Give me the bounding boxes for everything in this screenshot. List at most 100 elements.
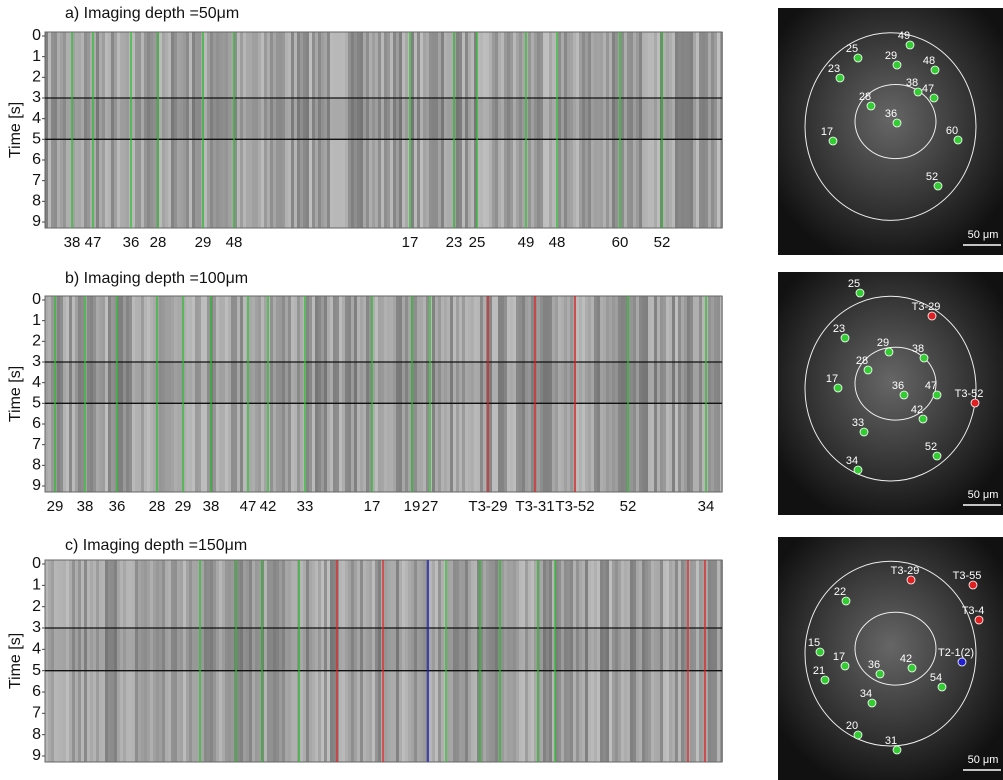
- texture: [258, 32, 261, 228]
- texture: [483, 32, 486, 228]
- texture: [525, 560, 528, 762]
- texture: [702, 32, 705, 228]
- panel-title: c) Imaging depth =150μm: [65, 537, 247, 554]
- texture: [195, 32, 198, 228]
- texture: [636, 560, 639, 762]
- cell-dot: [906, 575, 916, 585]
- texture: [519, 296, 522, 492]
- column-label: 38: [203, 498, 220, 515]
- texture: [219, 32, 222, 228]
- column-label: 27: [422, 498, 439, 515]
- micrograph: [778, 537, 1003, 780]
- texture: [528, 296, 531, 492]
- texture: [561, 32, 564, 228]
- texture: [204, 560, 207, 762]
- texture: [372, 560, 375, 762]
- texture: [609, 296, 612, 492]
- texture: [201, 560, 204, 762]
- texture: [45, 296, 48, 492]
- texture: [525, 296, 528, 492]
- texture: [489, 32, 492, 228]
- texture: [306, 296, 309, 492]
- cell-label: 36: [892, 380, 904, 392]
- texture: [324, 560, 327, 762]
- texture: [600, 560, 603, 762]
- texture: [678, 32, 681, 228]
- texture: [573, 560, 576, 762]
- texture: [594, 560, 597, 762]
- scale-bar-label: 50 μm: [968, 754, 999, 766]
- y-tick-label: 7: [32, 436, 41, 453]
- texture: [210, 560, 213, 762]
- cell-label: 47: [922, 83, 934, 95]
- texture: [99, 296, 102, 492]
- texture: [636, 32, 639, 228]
- texture: [132, 296, 135, 492]
- y-tick-label: 4: [32, 641, 41, 658]
- texture: [126, 296, 129, 492]
- texture: [699, 32, 702, 228]
- column-label: 52: [654, 234, 671, 251]
- organoid-inner: [854, 611, 937, 686]
- texture: [396, 296, 399, 492]
- cell-label: 31: [885, 735, 897, 747]
- texture: [282, 32, 285, 228]
- texture: [507, 296, 510, 492]
- texture: [306, 560, 309, 762]
- texture: [330, 32, 333, 228]
- texture: [612, 32, 615, 228]
- texture: [354, 560, 357, 762]
- texture: [309, 560, 312, 762]
- texture: [678, 560, 681, 762]
- texture: [327, 32, 330, 228]
- texture: [159, 32, 162, 228]
- texture: [498, 296, 501, 492]
- y-tick-label: 9: [32, 213, 41, 230]
- texture: [363, 32, 366, 228]
- texture: [363, 560, 366, 762]
- y-tick-label: 8: [32, 726, 41, 743]
- texture: [345, 560, 348, 762]
- texture: [516, 32, 519, 228]
- texture: [426, 296, 429, 492]
- texture: [405, 32, 408, 228]
- texture: [222, 32, 225, 228]
- texture: [417, 560, 420, 762]
- texture: [324, 296, 327, 492]
- texture: [375, 560, 378, 762]
- texture: [111, 560, 114, 762]
- cell-label: 38: [906, 77, 918, 89]
- texture: [648, 32, 651, 228]
- cell-dot: [875, 669, 885, 679]
- cell-label: 52: [926, 171, 938, 183]
- texture: [390, 32, 393, 228]
- texture: [477, 560, 480, 762]
- cell-dot: [932, 390, 942, 400]
- texture: [243, 560, 246, 762]
- texture: [492, 32, 495, 228]
- texture: [300, 32, 303, 228]
- texture: [51, 560, 54, 762]
- column-label: T3-31: [515, 498, 554, 515]
- texture: [126, 32, 129, 228]
- texture: [414, 32, 417, 228]
- texture: [120, 296, 123, 492]
- texture: [63, 560, 66, 762]
- cell-dot: [899, 390, 909, 400]
- texture: [291, 296, 294, 492]
- texture: [255, 32, 258, 228]
- cell-label: 42: [900, 653, 912, 665]
- texture: [507, 560, 510, 762]
- texture: [639, 32, 642, 228]
- texture: [531, 560, 534, 762]
- texture: [372, 32, 375, 228]
- cell-dot: [853, 53, 863, 63]
- texture: [270, 32, 273, 228]
- texture: [435, 560, 438, 762]
- texture: [561, 560, 564, 762]
- texture: [279, 32, 282, 228]
- texture: [144, 32, 147, 228]
- texture: [456, 296, 459, 492]
- column-label: 17: [364, 498, 381, 515]
- texture: [705, 32, 708, 228]
